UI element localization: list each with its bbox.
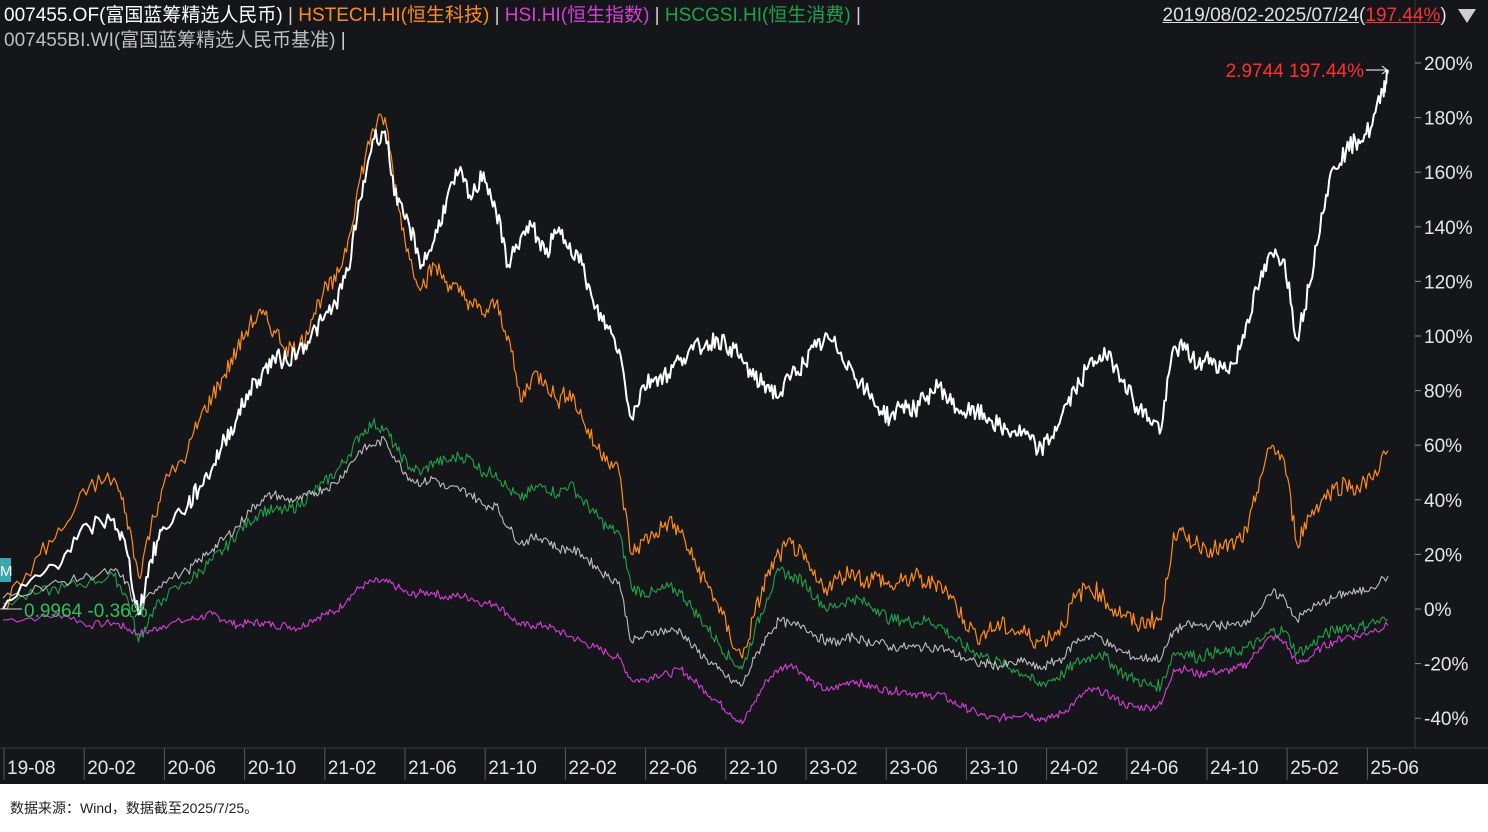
y-tick-label: 180%	[1424, 109, 1473, 130]
series-line-fund[interactable]	[2, 69, 1389, 616]
date-range-text: 2019/08/02-2025/07/24	[1162, 5, 1360, 26]
y-tick-label: 160%	[1424, 163, 1473, 184]
y-tick-label: 40%	[1424, 491, 1462, 512]
x-tick-label: 22-06	[649, 758, 698, 779]
legend-separator: |	[850, 5, 861, 26]
x-tick-label: 22-02	[568, 758, 617, 779]
legend-separator: |	[335, 30, 346, 51]
y-tick-label: -20%	[1424, 655, 1468, 676]
legend-row-2: 007455BI.WI(富国蓝筹精选人民币基准) |	[4, 30, 346, 52]
legend-item-row1-0[interactable]: 007455.OF(富国蓝筹精选人民币)	[4, 5, 283, 26]
legend-item-row1-1[interactable]: HSTECH.HI(恒生科技)	[298, 5, 490, 26]
chart-panel: 200% 180% 160% 140% 120% 100% 80% 60% 40% 20% 0% -2…	[0, 0, 1488, 784]
legend-item-row2-0[interactable]: 007455BI.WI(富国蓝筹精选人民币基准)	[4, 30, 336, 51]
date-range-selector[interactable]: 2019/08/02-2025/07/24(197.44%)	[1163, 5, 1476, 27]
dropdown-triangle-icon[interactable]	[1458, 8, 1476, 23]
y-tick-label: 0%	[1424, 600, 1452, 621]
y-tick-label: 60%	[1424, 436, 1462, 457]
y-tick-label: 20%	[1424, 545, 1462, 566]
source-note: 数据来源：Wind，数据截至2025/7/25。	[10, 800, 259, 816]
x-tick-label: 21-10	[488, 758, 537, 779]
cursor-tag[interactable]	[0, 558, 11, 582]
y-tick-label: 100%	[1424, 327, 1473, 348]
y-tick-label: 140%	[1424, 218, 1473, 239]
x-tick-label: 25-02	[1290, 758, 1339, 779]
cursor-value-label: 0.9964 -0.36%	[24, 601, 148, 622]
end-value-label: 2.9744 197.44%	[1226, 61, 1365, 82]
x-tick-label: 23-10	[969, 758, 1018, 779]
x-tick-label: 24-06	[1130, 758, 1179, 779]
x-tick-label: 23-06	[889, 758, 938, 779]
series-line-benchmark[interactable]	[2, 436, 1389, 687]
end-label-arrow-head-icon	[1381, 65, 1388, 75]
y-tick-label: 200%	[1424, 54, 1473, 75]
legend-separator: |	[489, 5, 505, 26]
x-tick-label: 20-06	[167, 758, 216, 779]
x-tick-label: 25-06	[1370, 758, 1419, 779]
series-line-hsi[interactable]	[2, 577, 1389, 725]
legend-item-row1-3[interactable]: HSCGSI.HI(恒生消费)	[664, 5, 851, 26]
range-return-close: )	[1440, 5, 1447, 26]
line-chart[interactable]: 200% 180% 160% 140% 120% 100% 80% 60% 40% 20% 0% -2…	[0, 0, 1488, 784]
legend-separator: |	[282, 5, 299, 26]
range-return: 197.44%	[1365, 5, 1441, 26]
x-tick-label: 21-06	[408, 758, 457, 779]
legend-item-row1-2[interactable]: HSI.HI(恒生指数)	[504, 5, 650, 26]
x-tick-label: 20-10	[248, 758, 297, 779]
x-tick-label: 21-02	[328, 758, 377, 779]
range-return-open: (	[1359, 5, 1366, 26]
y-tick-label: 120%	[1424, 272, 1473, 293]
series-line-hscgsi[interactable]	[2, 418, 1389, 692]
y-tick-label: 80%	[1424, 382, 1462, 403]
x-tick-label: 23-02	[809, 758, 858, 779]
series-line-hstech[interactable]	[2, 113, 1389, 659]
x-tick-label: 20-02	[87, 758, 136, 779]
legend-separator: |	[649, 5, 665, 26]
y-tick-label: -40%	[1424, 709, 1468, 730]
x-tick-label: 24-02	[1050, 758, 1099, 779]
x-tick-label: 22-10	[729, 758, 778, 779]
legend-row-1: 007455.OF(富国蓝筹精选人民币) | HSTECH.HI(恒生科技) |…	[4, 5, 861, 27]
x-tick-label: 24-10	[1210, 758, 1259, 779]
cursor-tag-letter: M	[0, 563, 13, 580]
x-tick-label: 19-08	[7, 758, 56, 779]
